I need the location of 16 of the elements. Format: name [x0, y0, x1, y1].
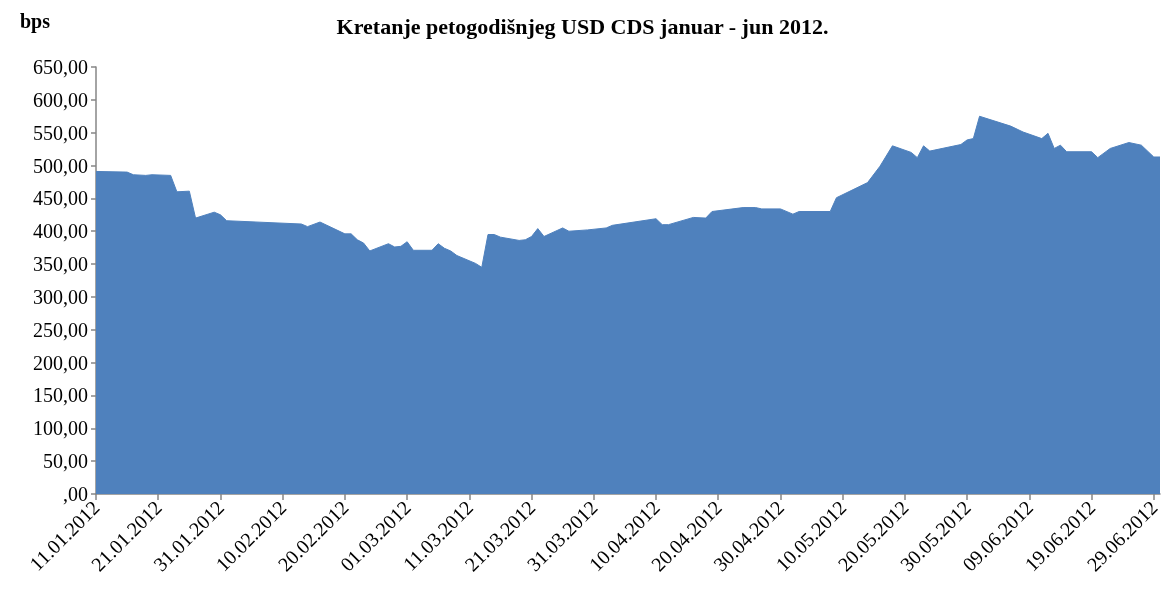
y-tick-label: 100,00: [33, 417, 88, 440]
y-tick-label: 550,00: [33, 121, 88, 144]
y-tick-label: 300,00: [33, 285, 88, 308]
y-tick-label: 150,00: [33, 384, 88, 407]
y-axis-title: bps: [19, 10, 51, 33]
y-tick-label: 450,00: [33, 187, 88, 210]
chart-title: Kretanje petogodišnjeg USD CDS januar - jun 2012.: [336, 13, 829, 39]
y-tick-label: 350,00: [33, 253, 88, 276]
y-tick-label: 650,00: [33, 56, 88, 78]
y-tick-label: 500,00: [33, 154, 88, 177]
y-tick-label: 200,00: [33, 351, 88, 374]
y-tick-label: ,00: [63, 483, 88, 505]
y-tick-label: 50,00: [43, 450, 88, 473]
y-tick-label: 600,00: [33, 88, 88, 111]
y-tick-label: 400,00: [33, 220, 88, 243]
y-tick-label: 250,00: [33, 318, 88, 341]
